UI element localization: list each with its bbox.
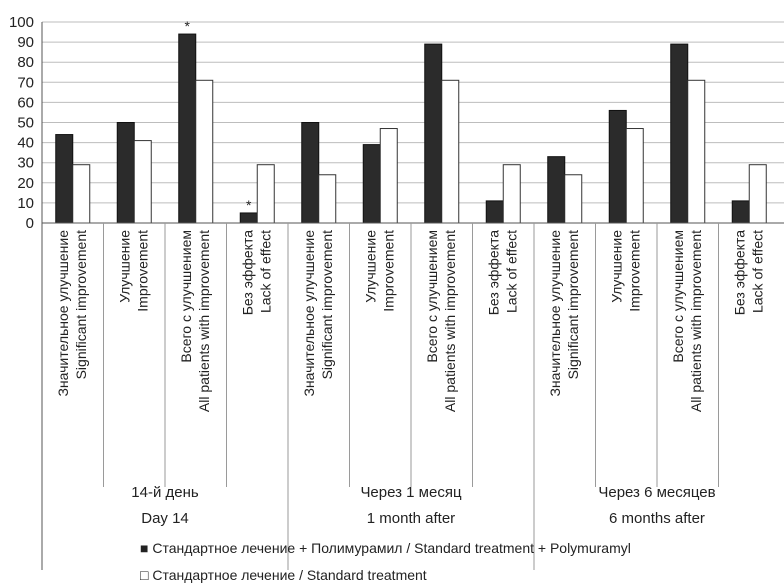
bar-polymuramyl-6 (424, 43, 443, 224)
category-label-ru-9: Улучшение (608, 230, 624, 303)
y-tick-label-10: 10 (17, 195, 34, 212)
bar-polymuramyl-5 (362, 144, 381, 224)
bar-standard-3 (256, 164, 275, 224)
bar-standard-9 (625, 128, 644, 224)
bar-standard-5 (379, 128, 398, 224)
bar-standard-2 (195, 79, 214, 224)
category-label-en-1: Improvement (134, 230, 150, 312)
category-label-en-2: All patients with improvement (196, 230, 212, 412)
bar-polymuramyl-4 (301, 122, 320, 224)
bar-polymuramyl-1 (116, 122, 135, 224)
category-label-ru-10: Всего с улучшением (670, 230, 686, 363)
category-label-ru-0: Значительное улучшение (55, 230, 71, 397)
y-tick-label-80: 80 (17, 54, 34, 71)
bar-polymuramyl-2 (178, 33, 197, 224)
bar-polymuramyl-3 (239, 212, 258, 224)
y-tick-label-100: 100 (9, 14, 34, 31)
category-labels: Значительное улучшение Significant improv… (55, 230, 766, 412)
annotation-asterisk-0: * (185, 18, 191, 34)
y-axis-tick-labels: 0 10 20 30 40 50 60 70 80 90 100 (9, 14, 34, 232)
y-tick-label-90: 90 (17, 34, 34, 51)
bar-standard-1 (133, 140, 152, 224)
period-label-en-1: 1 month after (367, 510, 455, 527)
axes (41, 22, 784, 570)
bar-standard-8 (564, 174, 583, 224)
period-label-ru-1: Через 1 месяц (360, 484, 462, 501)
y-tick-label-70: 70 (17, 74, 34, 91)
category-label-ru-4: Значительное улучшение (301, 230, 317, 397)
bar-standard-0 (72, 164, 91, 224)
category-label-ru-3: Без эффекта (239, 230, 255, 315)
bar-polymuramyl-8 (547, 156, 566, 224)
category-label-ru-5: Улучшение (362, 230, 378, 303)
category-label-en-6: All patients with improvement (442, 230, 458, 412)
legend-item-standard: □ Стандартное лечение / Standard treatme… (140, 567, 427, 583)
category-label-en-5: Improvement (380, 230, 396, 312)
y-tick-label-60: 60 (17, 94, 34, 111)
category-label-en-7: Lack of effect (503, 230, 519, 313)
grid-lines (42, 21, 784, 204)
y-tick-label-0: 0 (26, 215, 34, 232)
category-label-ru-6: Всего с улучшением (424, 230, 440, 363)
bar-polymuramyl-0 (55, 134, 74, 224)
category-label-ru-2: Всего с улучшением (178, 230, 194, 363)
y-tick-label-20: 20 (17, 175, 34, 192)
bar-polymuramyl-9 (608, 109, 627, 224)
category-label-en-0: Significant improvement (73, 230, 89, 380)
category-label-en-10: All patients with improvement (688, 230, 704, 412)
annotation-asterisk-1: * (246, 197, 252, 213)
category-label-en-3: Lack of effect (257, 230, 273, 313)
y-tick-label-30: 30 (17, 155, 34, 172)
y-tick-label-50: 50 (17, 115, 34, 132)
period-label-ru-2: Через 6 месяцев (598, 484, 715, 501)
period-labels: 14-й день Day 14 Через 1 месяц 1 month afte… (131, 484, 715, 527)
bar-polymuramyl-10 (670, 43, 689, 224)
bar-standard-11 (748, 164, 767, 224)
bar-standard-10 (687, 79, 706, 224)
legend: ■ Стандартное лечение + Полимурамил / St… (140, 540, 631, 583)
bar-standard-6 (441, 79, 460, 224)
y-tick-label-40: 40 (17, 135, 34, 152)
category-label-ru-7: Без эффекта (485, 230, 501, 315)
category-label-en-11: Lack of effect (749, 230, 765, 313)
period-label-en-2: 6 months after (609, 510, 705, 527)
bar-standard-4 (318, 174, 337, 224)
category-label-en-9: Improvement (626, 230, 642, 312)
category-label-ru-1: Улучшение (116, 230, 132, 303)
legend-item-polymuramyl: ■ Стандартное лечение + Полимурамил / St… (140, 540, 631, 556)
category-label-ru-8: Значительное улучшение (547, 230, 563, 397)
period-label-en-0: Day 14 (141, 510, 189, 527)
category-label-ru-11: Без эффекта (731, 230, 747, 315)
bar-polymuramyl-7 (485, 200, 504, 224)
annotations: ** (185, 18, 253, 213)
category-label-en-4: Significant improvement (319, 230, 335, 380)
category-label-en-8: Significant improvement (565, 230, 581, 380)
bar-polymuramyl-11 (731, 200, 750, 224)
period-label-ru-0: 14-й день (131, 484, 199, 501)
bar-standard-7 (502, 164, 521, 224)
